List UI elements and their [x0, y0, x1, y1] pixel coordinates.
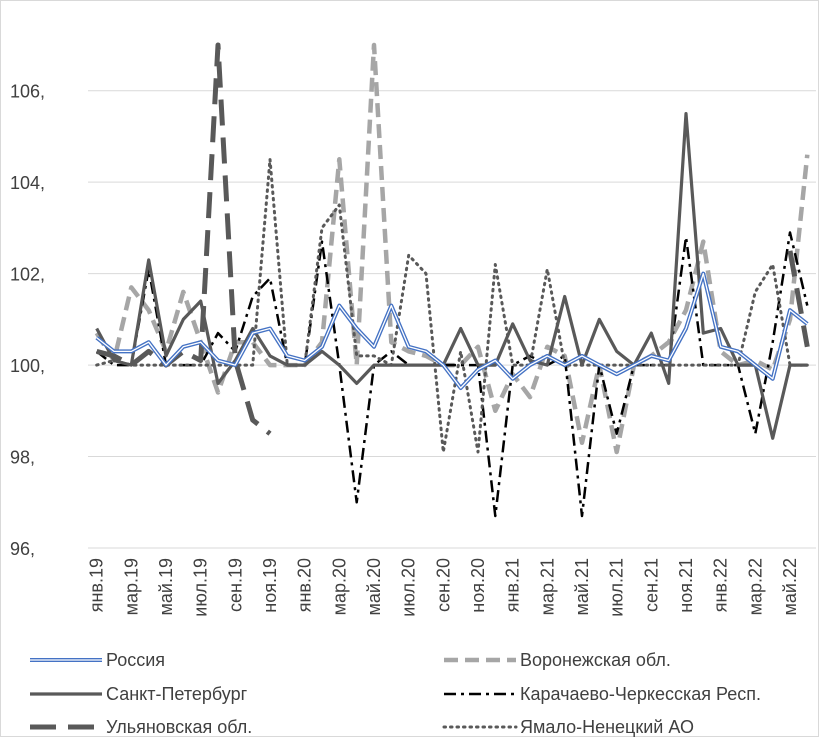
series-2 — [95, 112, 808, 440]
x-tick-label: ноя.19 — [260, 558, 280, 613]
y-tick-label: 102, — [10, 265, 45, 285]
x-tick-label: мар.21 — [537, 558, 557, 615]
series-line-inner — [96, 272, 808, 389]
series-line — [96, 42, 272, 436]
y-tick-label: 100, — [10, 356, 45, 376]
x-tick-label: июл.21 — [607, 558, 627, 617]
y-tick-label: 96, — [10, 539, 35, 559]
y-tick-label: 104, — [10, 173, 45, 193]
x-tick-label: янв.19 — [87, 558, 107, 612]
series-line — [95, 231, 809, 518]
legend-label: Воронежская обл. — [520, 650, 671, 670]
series-line — [787, 250, 810, 348]
y-tick-label: 106, — [10, 82, 45, 102]
x-tick-label: мар.22 — [745, 558, 765, 615]
series-0 — [95, 271, 809, 390]
x-axis-ticks: янв.19 мар.19 май.19 июл.19 сен.19 ноя.19 янв.… — [87, 558, 800, 617]
legend-item-1: Воронежская обл. — [444, 650, 671, 670]
x-tick-label: май.19 — [156, 558, 176, 615]
legend-item-5: Ямало-Ненецкий АО — [442, 717, 694, 737]
y-axis-ticks: 96, 98, 100, 102, 104, 106, — [10, 82, 45, 559]
x-tick-label: ноя.21 — [676, 558, 696, 613]
x-tick-label: мар.19 — [121, 558, 141, 615]
legend-label: Санкт-Петербург — [106, 684, 248, 704]
x-tick-label: июл.20 — [399, 558, 419, 617]
legend-label: Карачаево-Черкесская Респ. — [520, 684, 761, 704]
legend-label: Россия — [106, 650, 165, 670]
legend-item-0: Россия — [30, 650, 165, 670]
legend-item-2: Санкт-Петербург — [30, 684, 248, 704]
y-tick-label: 98, — [10, 448, 35, 468]
x-tick-label: янв.22 — [711, 558, 731, 612]
x-tick-label: сен.21 — [641, 558, 661, 612]
x-tick-label: июл.19 — [191, 558, 211, 617]
x-tick-label: сен.20 — [433, 558, 453, 612]
x-tick-label: янв.21 — [503, 558, 523, 612]
legend-label: Ульяновская обл. — [106, 717, 252, 737]
series-3 — [95, 231, 809, 518]
x-tick-label: май.22 — [780, 558, 800, 615]
legend: Россия Воронежская обл. Санкт-Петербург Кар… — [30, 650, 761, 737]
x-tick-label: янв.20 — [295, 558, 315, 612]
x-tick-label: май.20 — [364, 558, 384, 615]
x-tick-label: май.21 — [572, 558, 592, 615]
series-4 — [96, 42, 810, 436]
series-lines — [94, 42, 810, 518]
legend-label: Ямало-Ненецкий АО — [520, 717, 694, 737]
series-line — [95, 112, 808, 440]
legend-item-4: Ульяновская обл. — [30, 717, 252, 737]
legend-item-3: Карачаево-Черкесская Респ. — [444, 684, 761, 704]
x-tick-label: мар.20 — [329, 558, 349, 615]
x-tick-label: сен.19 — [225, 558, 245, 612]
x-tick-label: ноя.20 — [468, 558, 488, 613]
